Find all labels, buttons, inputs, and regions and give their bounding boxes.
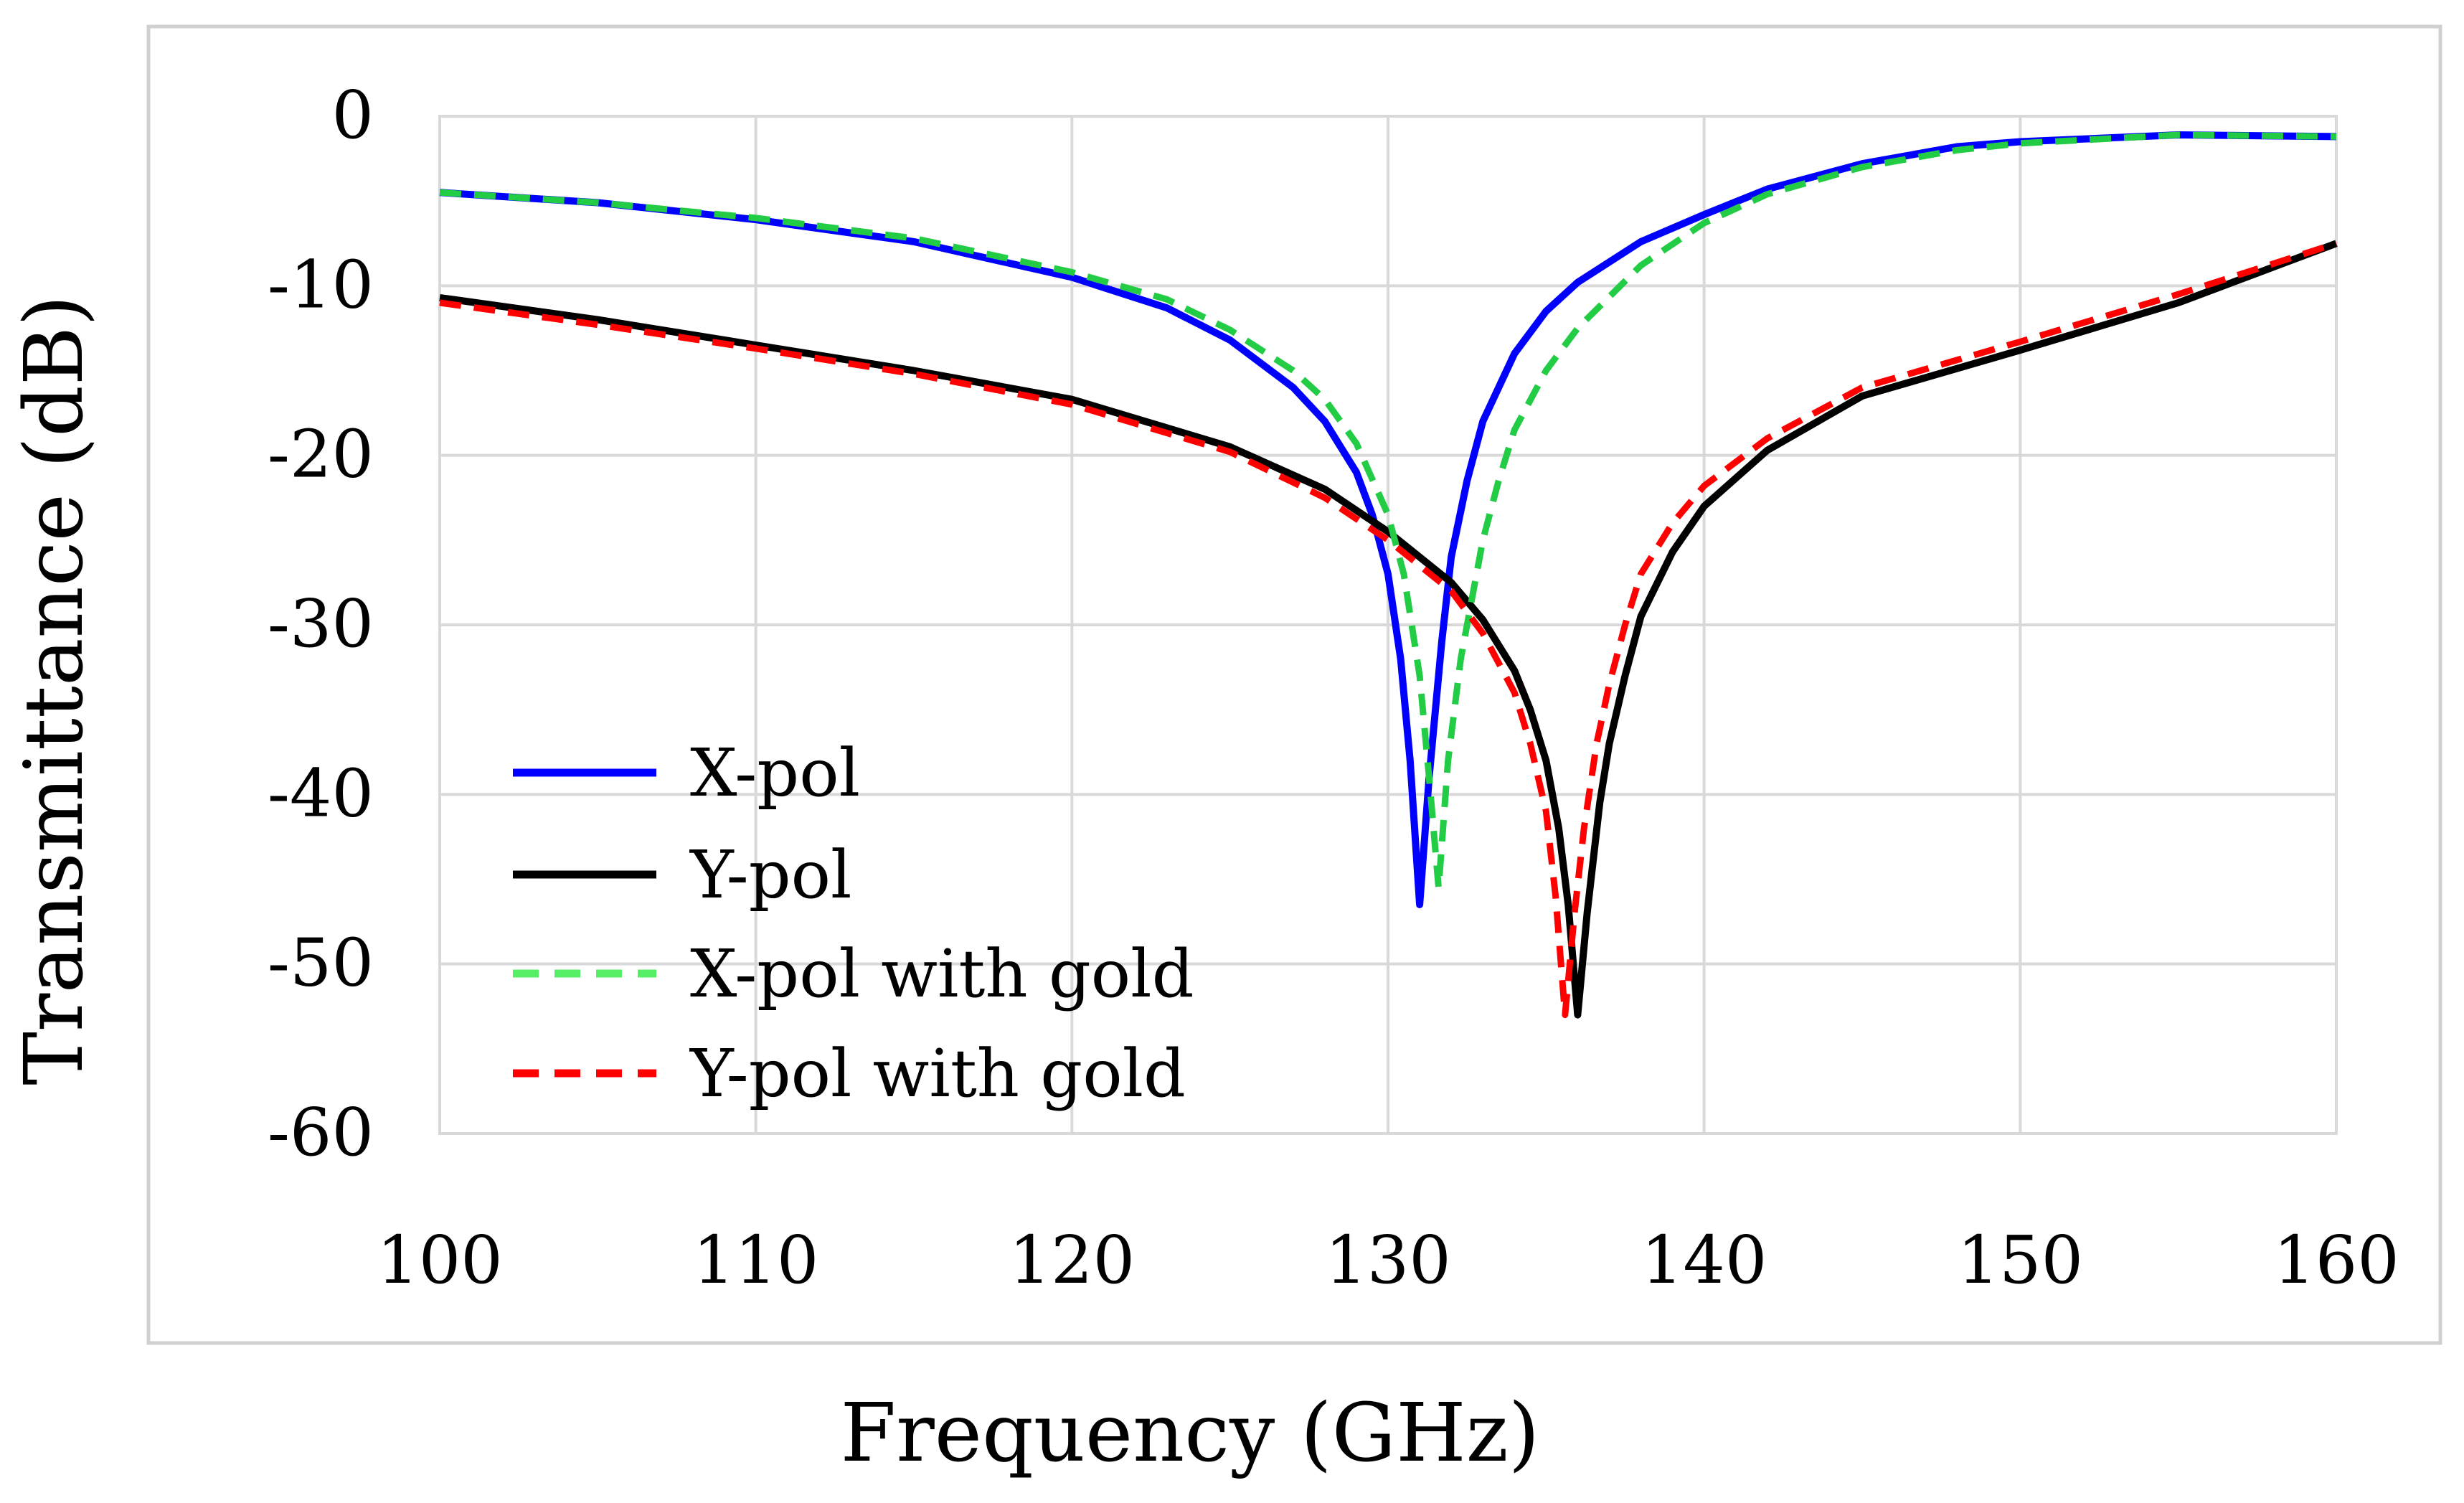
legend-label: X-pol [690, 735, 860, 811]
x-tick-label: 150 [1958, 1222, 2084, 1299]
legend-label: X-pol with gold [690, 936, 1194, 1012]
y-tick-label: -40 [268, 755, 374, 831]
y-axis-ticks: 0 -10 -20 -30 -40 -50 -60 [268, 77, 374, 1171]
x-axis-title: Frequency (GHz) [841, 1387, 1540, 1480]
y-tick-label: -60 [268, 1094, 374, 1171]
series-line [439, 240, 2338, 1019]
series-line [439, 131, 2337, 891]
y-tick-label: -10 [268, 246, 374, 323]
legend: X-pol Y-pol X-pol with gold Y-pol with gold [513, 735, 1194, 1112]
x-tick-label: 130 [1325, 1222, 1451, 1299]
y-tick-label: -30 [268, 585, 374, 662]
x-tick-label: 110 [693, 1222, 819, 1299]
series-layer [439, 131, 2338, 1019]
y-tick-label: -50 [268, 925, 374, 1002]
x-axis-ticks: 100 110 120 130 140 150 160 [377, 1222, 2399, 1299]
plot-area-border [438, 115, 2338, 1135]
x-tick-label: 100 [377, 1222, 503, 1299]
legend-label: Y-pol [689, 837, 851, 913]
series-line [439, 240, 2338, 1019]
y-axis-title: Transmittance (dB) [8, 295, 101, 1085]
x-tick-label: 160 [2273, 1222, 2399, 1299]
x-tick-label: 120 [1009, 1222, 1136, 1299]
x-tick-label: 140 [1641, 1222, 1767, 1299]
y-tick-label: 0 [331, 77, 374, 154]
legend-label: Y-pol with gold [689, 1035, 1186, 1112]
chart-frame [146, 24, 2442, 1345]
y-tick-label: -20 [268, 416, 374, 493]
